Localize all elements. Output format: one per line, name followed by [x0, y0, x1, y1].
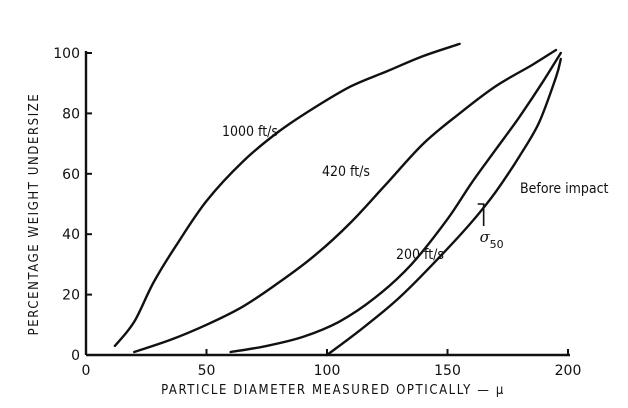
x-tick-label: 50: [198, 363, 216, 379]
y-tick-label: 20: [62, 288, 80, 304]
y-axis-title-group: PERCENTAGE WEIGHT UNDERSIZE: [27, 93, 42, 336]
series-label-420-ft-s: 420 ft/s: [322, 164, 370, 180]
series-label-before-impact: Before impact: [520, 181, 609, 197]
y-tick-label: 80: [62, 106, 80, 122]
y-axis-title: PERCENTAGE WEIGHT UNDERSIZE: [27, 93, 42, 336]
y-tick-label: 40: [62, 227, 80, 243]
annotations: σ 50: [477, 203, 504, 251]
series-line-1000-ft-s: [113, 42, 461, 348]
series-line-before-impact: [325, 57, 562, 357]
series-labels: 1000 ft/s 420 ft/s 200 ft/s Before impact: [222, 124, 609, 263]
y-tick-label: 0: [71, 348, 80, 364]
x-tick-label: 0: [82, 363, 91, 379]
x-tick-label: 200: [555, 363, 582, 379]
series-label-200-ft-s: 200 ft/s: [396, 247, 444, 263]
series-line-420-ft-s: [133, 48, 558, 354]
y-tick-label: 60: [62, 167, 80, 183]
y-tick-label: 100: [53, 46, 80, 62]
x-tick-label: 100: [314, 363, 341, 379]
x-axis-title: PARTICLE DIAMETER MEASURED OPTICALLY — μ: [161, 383, 505, 398]
sigma50-marker: [477, 203, 485, 226]
series-group: [113, 42, 562, 357]
sigma50-label: σ: [480, 228, 491, 246]
axes: 0 20 40 60 80 100 0 50 100 150 200: [53, 46, 581, 379]
x-tick-label: 150: [434, 363, 461, 379]
sigma50-subscript: 50: [490, 238, 504, 251]
series-line-200-ft-s: [229, 51, 562, 354]
series-label-1000-ft-s: 1000 ft/s: [222, 124, 278, 140]
